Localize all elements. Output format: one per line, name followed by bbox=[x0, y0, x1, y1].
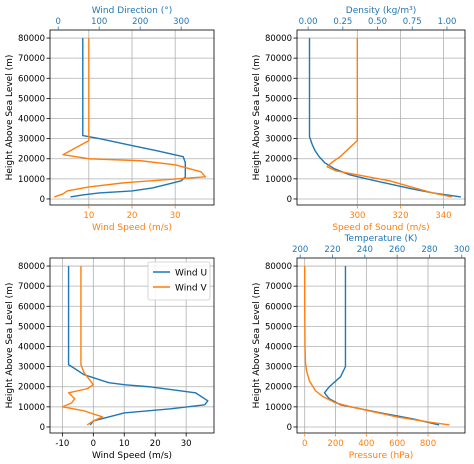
x-tick-label: 800 bbox=[420, 439, 436, 449]
chart-wind-components: 0 10000 20000 30000 40000 50000 60000 70000 8000… bbox=[5, 257, 215, 461]
y-tick-label: 80000 bbox=[265, 262, 292, 272]
series-line-top bbox=[323, 266, 440, 426]
chart-speed-of-sound-density: 0 10000 20000 30000 40000 50000 60000 70000 8000… bbox=[252, 6, 466, 233]
x-axis-label: Speed of Sound (m/s) bbox=[332, 223, 429, 233]
top-tick-label: 0.25 bbox=[333, 17, 352, 27]
top-tick-label: 200 bbox=[292, 245, 308, 255]
y-axis-label: Height Above Sea Level (m) bbox=[5, 55, 15, 181]
x-tick-label: 0 bbox=[91, 439, 96, 449]
y-tick-label: 50000 bbox=[18, 94, 45, 104]
x-tick-label: 600 bbox=[389, 439, 405, 449]
x-tick-label: 20 bbox=[150, 439, 161, 449]
x-tick-label: 10 bbox=[83, 211, 94, 221]
y-tick-label: 20000 bbox=[265, 383, 292, 393]
y-tick-label: 80000 bbox=[18, 34, 45, 44]
x-tick-label: 30 bbox=[181, 439, 192, 449]
x-tick-label: 400 bbox=[358, 439, 374, 449]
y-tick-label: 40000 bbox=[265, 115, 292, 125]
y-axis-label: Height Above Sea Level (m) bbox=[5, 283, 15, 409]
x-tick-label: 20 bbox=[127, 211, 138, 221]
top-tick-label: 260 bbox=[389, 245, 405, 255]
y-tick-label: 60000 bbox=[18, 74, 45, 84]
y-tick-label: 30000 bbox=[18, 363, 45, 373]
y-tick-label: 80000 bbox=[18, 262, 45, 272]
top-axis-label: Temperature (K) bbox=[344, 234, 418, 244]
series-line-wind-u bbox=[67, 266, 209, 426]
y-tick-label: 70000 bbox=[265, 282, 292, 292]
x-tick-label: 340 bbox=[435, 211, 451, 221]
y-tick-label: 0 bbox=[287, 195, 292, 205]
x-tick-label: 30 bbox=[170, 211, 181, 221]
y-tick-label: 70000 bbox=[265, 54, 292, 64]
x-tick-label: 0 bbox=[302, 439, 307, 449]
y-tick-label: 20000 bbox=[18, 383, 45, 393]
plot-frame bbox=[296, 29, 466, 206]
top-tick-label: 200 bbox=[132, 17, 148, 27]
x-tick-label: 200 bbox=[327, 439, 343, 449]
y-tick-label: 30000 bbox=[18, 135, 45, 145]
top-tick-label: 300 bbox=[454, 245, 470, 255]
y-tick-label: 10000 bbox=[18, 175, 45, 185]
y-tick-label: 50000 bbox=[265, 322, 292, 332]
legend-label: Wind V bbox=[175, 284, 207, 294]
top-tick-label: 300 bbox=[173, 17, 189, 27]
x-tick-label: 300 bbox=[349, 211, 365, 221]
legend-label: Wind U bbox=[175, 269, 207, 279]
x-tick-label: 320 bbox=[392, 211, 408, 221]
x-tick-label: -10 bbox=[55, 439, 69, 449]
y-tick-label: 10000 bbox=[18, 403, 45, 413]
top-tick-label: 1.00 bbox=[437, 17, 456, 27]
plot-frame bbox=[296, 257, 466, 434]
x-axis-label: Wind Speed (m/s) bbox=[92, 223, 172, 233]
y-tick-label: 30000 bbox=[265, 135, 292, 145]
top-tick-label: 0 bbox=[55, 17, 60, 27]
top-axis-label: Wind Direction (°) bbox=[92, 6, 173, 16]
y-tick-label: 40000 bbox=[18, 343, 45, 353]
y-axis-label: Height Above Sea Level (m) bbox=[252, 55, 262, 181]
y-tick-label: 80000 bbox=[265, 34, 292, 44]
y-tick-label: 50000 bbox=[265, 94, 292, 104]
y-axis-label: Height Above Sea Level (m) bbox=[252, 283, 262, 409]
y-tick-label: 60000 bbox=[265, 74, 292, 84]
legend: Wind U Wind V bbox=[147, 261, 211, 301]
series-line-wind-v bbox=[61, 266, 104, 426]
y-tick-label: 0 bbox=[287, 423, 292, 433]
y-tick-label: 10000 bbox=[265, 175, 292, 185]
series-line-bottom bbox=[304, 266, 450, 426]
top-tick-label: 0.50 bbox=[368, 17, 387, 27]
y-tick-label: 0 bbox=[40, 195, 45, 205]
plot-frame bbox=[49, 257, 215, 434]
x-axis-label: Wind Speed (m/s) bbox=[92, 451, 172, 461]
top-tick-label: 100 bbox=[91, 17, 107, 27]
y-tick-label: 50000 bbox=[18, 322, 45, 332]
y-tick-label: 40000 bbox=[18, 115, 45, 125]
top-tick-label: 220 bbox=[324, 245, 340, 255]
series-line-bottom bbox=[54, 38, 207, 198]
chart-pressure-temperature: 0100002000030000400005000060000700008000… bbox=[252, 234, 470, 461]
x-tick-label: 10 bbox=[119, 439, 130, 449]
y-tick-label: 70000 bbox=[18, 54, 45, 64]
series-line-top bbox=[70, 38, 187, 198]
x-axis-label: Pressure (hPa) bbox=[349, 451, 414, 461]
y-tick-label: 10000 bbox=[265, 403, 292, 413]
top-axis-label: Density (kg/m³) bbox=[346, 6, 416, 16]
y-tick-label: 40000 bbox=[265, 343, 292, 353]
y-tick-label: 60000 bbox=[265, 302, 292, 312]
top-tick-label: 0.75 bbox=[403, 17, 422, 27]
chart-wind-speed-direction: 0 10000 20000 30000 40000 50000 60000 70000 8000… bbox=[5, 6, 215, 233]
y-tick-label: 70000 bbox=[18, 282, 45, 292]
y-tick-label: 20000 bbox=[265, 155, 292, 165]
y-tick-label: 60000 bbox=[18, 302, 45, 312]
top-tick-label: 280 bbox=[421, 245, 437, 255]
y-tick-label: 0 bbox=[40, 423, 45, 433]
y-tick-label: 20000 bbox=[18, 155, 45, 165]
y-tick-label: 30000 bbox=[265, 363, 292, 373]
series-line-bottom bbox=[326, 38, 453, 198]
series-line-top bbox=[308, 38, 461, 198]
top-tick-label: 240 bbox=[357, 245, 373, 255]
top-tick-label: 0.00 bbox=[299, 17, 318, 27]
